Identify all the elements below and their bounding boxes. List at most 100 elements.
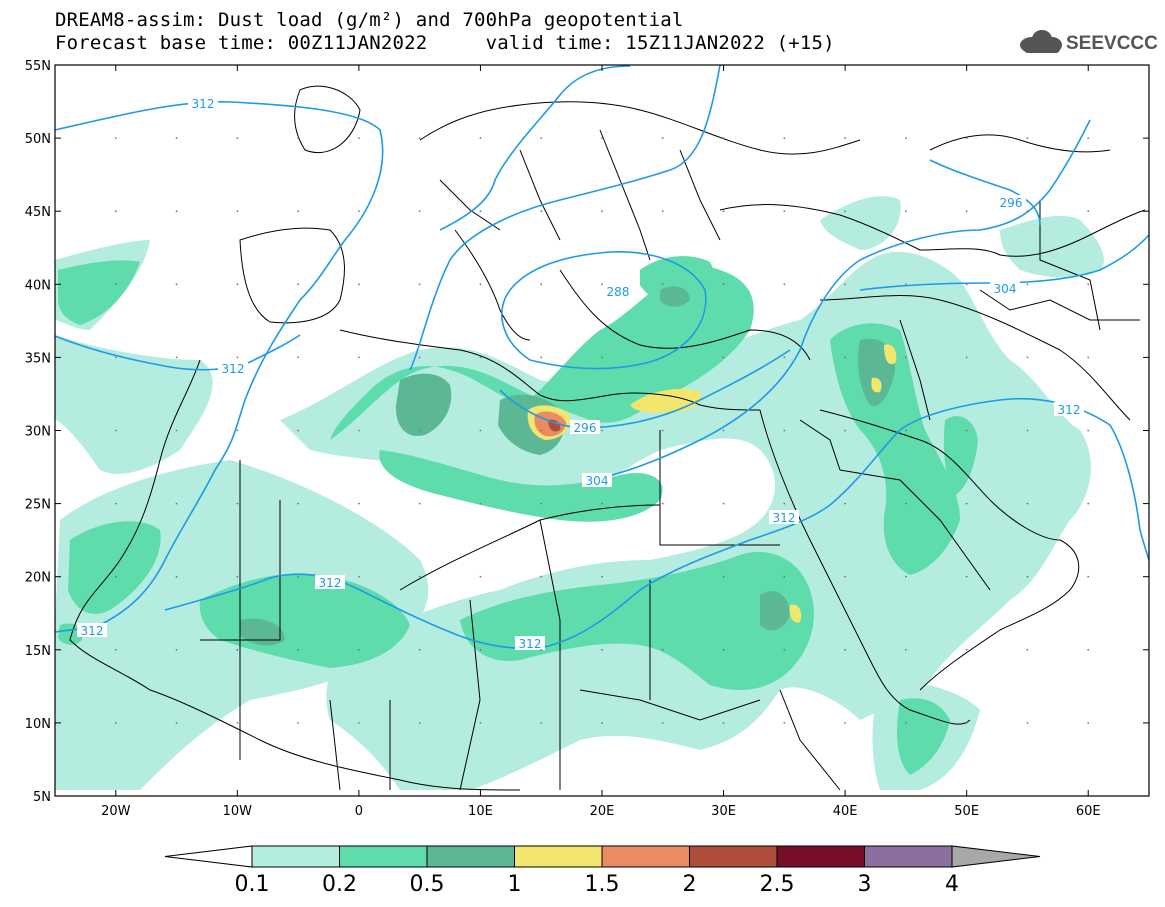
grid-dot: [1087, 722, 1090, 724]
grid-dot: [1026, 648, 1029, 651]
grid-dot: [540, 648, 543, 651]
grid-dot: [236, 210, 239, 213]
lon-label: 10E: [468, 804, 493, 819]
colorbar-tick-label: 2: [683, 872, 697, 897]
colorbar-tick-label: 0.1: [235, 872, 270, 897]
grid-dot: [1026, 137, 1029, 140]
grid-dot: [175, 502, 178, 505]
lat-label: 40N: [25, 278, 51, 293]
grid-dot: [601, 502, 603, 505]
grid-dot: [297, 210, 300, 213]
grid-dot: [357, 356, 360, 359]
grid-dot: [357, 210, 360, 213]
grid-dot: [601, 722, 603, 724]
grid-dot: [297, 283, 300, 286]
grid-dot: [965, 356, 968, 359]
longitude-axis: 20W 10W 0 10E 20E 30E 40E 50E 60E: [101, 65, 1101, 819]
grid-dot: [1087, 575, 1090, 578]
grid-dot: [175, 722, 178, 724]
grid-dot: [175, 429, 178, 432]
grid-dot: [1026, 356, 1029, 359]
grid-dot: [540, 429, 543, 432]
grid-dot: [601, 283, 603, 286]
colorbar-box: [776, 845, 865, 868]
contour-label: 312: [319, 576, 342, 590]
grid-dot: [479, 722, 482, 724]
colorbar-tick-label: 0.5: [410, 872, 445, 897]
colorbar-box: [426, 845, 515, 868]
grid-dot: [601, 429, 603, 432]
grid-dot: [297, 356, 300, 359]
grid-dot: [540, 575, 543, 578]
logo-text: SEEVCCC: [1066, 33, 1158, 54]
grid-dot: [540, 722, 543, 724]
grid-dot: [661, 502, 664, 505]
grid-dot: [357, 575, 360, 578]
grid-dot: [297, 722, 300, 724]
grid-dot: [661, 429, 664, 432]
contour-label: 304: [586, 474, 609, 488]
grid-dot: [601, 210, 603, 213]
grid-dot: [1087, 283, 1090, 286]
grid-dot: [904, 648, 907, 651]
grid-dot: [661, 722, 664, 724]
grid-dot: [479, 283, 482, 286]
map-title: DREAM8-assim: Dust load (g/m²) and 700hP…: [55, 9, 684, 31]
grid-dot: [357, 137, 360, 140]
grid-dot: [783, 648, 786, 651]
grid-dot: [479, 575, 482, 578]
contour-label: 312: [81, 624, 104, 638]
grid-dot: [479, 502, 482, 505]
grid-dot: [965, 648, 968, 651]
colorbar-boxes: [164, 845, 1041, 868]
grid-dot: [783, 283, 786, 286]
grid-dot: [965, 210, 968, 213]
grid-dot: [904, 502, 907, 505]
grid-dot: [783, 722, 786, 724]
lon-label: 20E: [590, 804, 615, 819]
grid-dot: [1026, 283, 1029, 286]
lon-label: 30E: [711, 804, 736, 819]
grid-dot: [357, 502, 360, 505]
grid-dot: [357, 429, 360, 432]
grid-dot: [904, 429, 907, 432]
grid-dot: [236, 722, 239, 724]
grid-dot: [904, 283, 907, 286]
grid-dot: [297, 429, 300, 432]
grid-dot: [904, 137, 907, 140]
grid-dot: [479, 648, 482, 651]
colorbar-box: [601, 845, 690, 868]
grid-dot: [783, 575, 786, 578]
grid-dot: [722, 137, 725, 140]
grid-dot: [1026, 502, 1029, 505]
contour-label: 296: [574, 421, 597, 435]
grid-dot: [297, 575, 300, 578]
lon-label: 0: [355, 804, 363, 819]
lon-label: 40E: [833, 804, 858, 819]
colorbar-box: [864, 845, 953, 868]
grid-dot: [965, 722, 968, 724]
grid-dot: [783, 502, 786, 505]
grid-dot: [783, 137, 786, 140]
grid-dot: [297, 648, 300, 651]
map-subtitle-times: Forecast base time: 00Z11JAN2022 valid t…: [55, 32, 835, 54]
colorbar-tick-label: 0.2: [322, 872, 357, 897]
grid-dot: [1087, 210, 1090, 213]
grid-dot: [357, 722, 360, 724]
colorbar-over-triangle: [951, 845, 1041, 868]
dust-level-2: [548, 419, 561, 432]
grid-dot: [1087, 429, 1090, 432]
colorbar: 0.1 0.2 0.5 1 1.5 2 2.5 3 4: [164, 845, 1041, 897]
lat-label: 10N: [25, 717, 51, 732]
grid-dot: [479, 429, 482, 432]
grid-dot: [418, 429, 421, 432]
grid-dot: [479, 210, 482, 213]
contour-label: 304: [994, 282, 1017, 296]
lat-label: 30N: [25, 425, 51, 440]
contour-label: 312: [519, 637, 542, 651]
grid-dot: [418, 502, 421, 505]
grid-dot: [601, 575, 603, 578]
dust-map: 312 312 312 312 312 312 312 304 296 288 …: [25, 59, 1150, 819]
lat-label: 15N: [25, 644, 51, 659]
colorbar-tick-label: 2.5: [760, 872, 795, 897]
